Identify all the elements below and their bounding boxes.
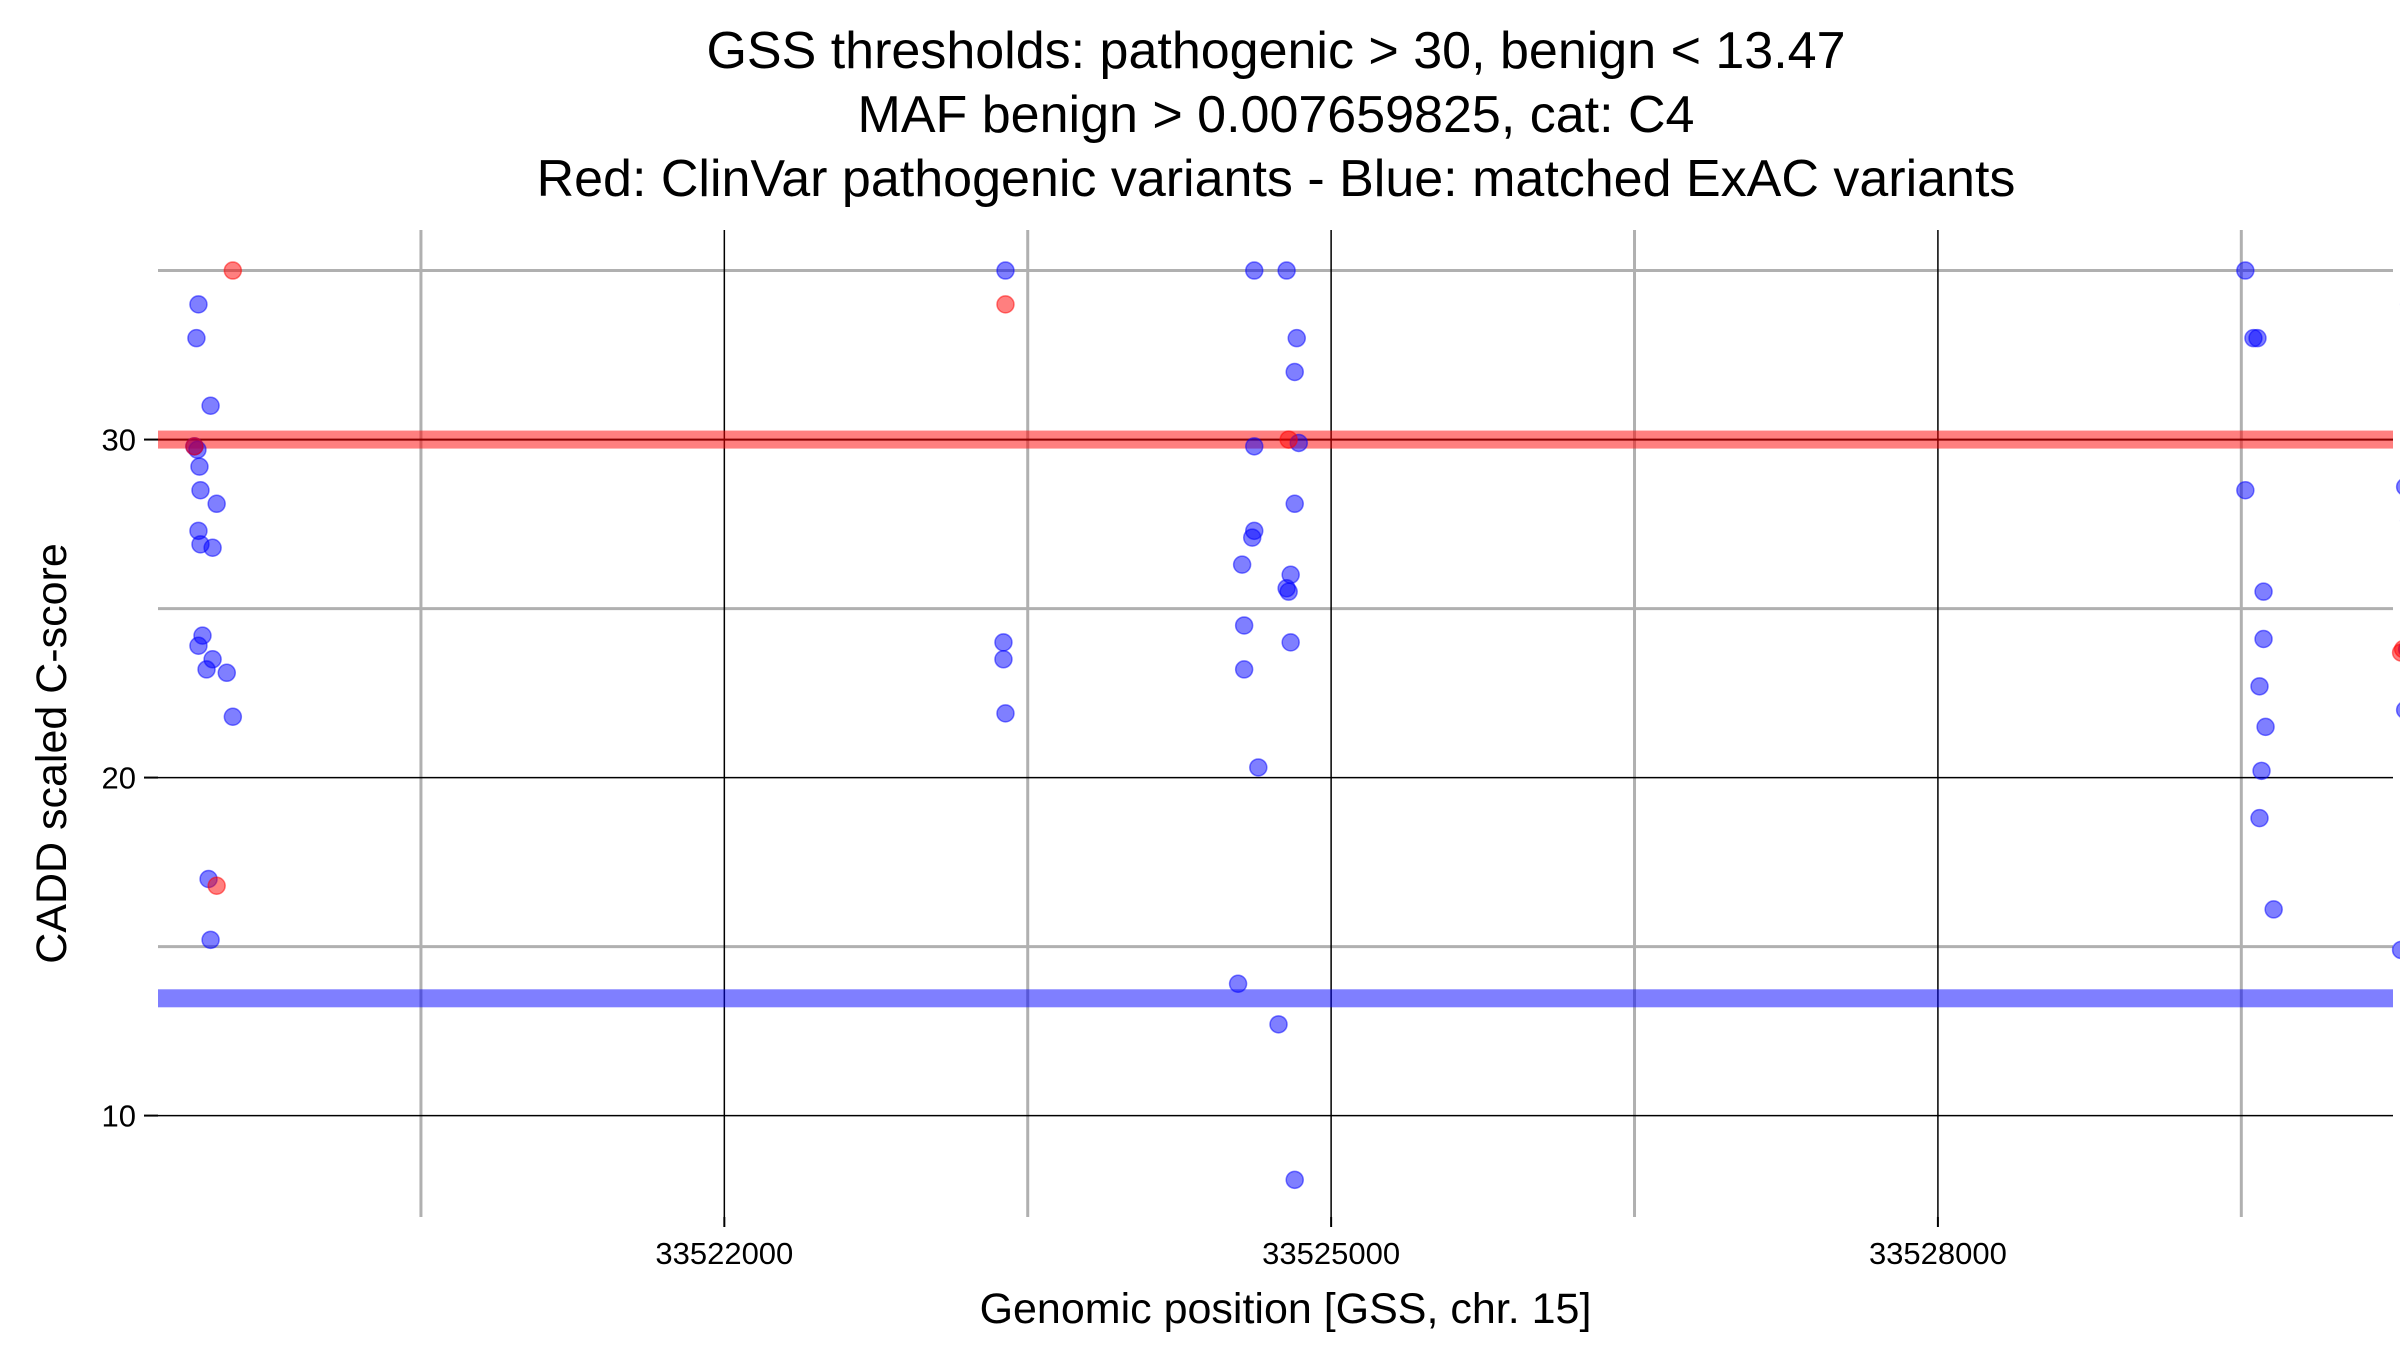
chart-title: GSS thresholds: pathogenic > 30, benign …	[537, 22, 2016, 208]
benign-threshold-band	[158, 989, 2393, 1008]
exac-variant-point	[223, 707, 243, 726]
clinvar-variant-point	[223, 261, 243, 280]
y-tick-label: 20	[102, 761, 136, 796]
exac-variant-point	[190, 457, 209, 476]
exac-variant-point	[2391, 940, 2400, 960]
exac-variant-point	[1281, 633, 1300, 652]
exac-variant-point	[1232, 555, 1252, 574]
exac-variant-point	[2395, 479, 2400, 495]
exac-variant-point	[1234, 616, 1254, 635]
clinvar-variant-point	[996, 295, 1015, 314]
exac-variant-point	[1277, 261, 1296, 280]
exac-variant-point	[217, 663, 237, 683]
data-points	[185, 261, 2400, 1190]
exac-variant-point	[189, 636, 208, 656]
exac-variant-point	[1228, 974, 1248, 994]
exac-variant-point	[2250, 677, 2269, 696]
title-line-2: MAF benign > 0.007659825, cat: C4	[858, 86, 1695, 144]
exac-variant-point	[2395, 702, 2400, 718]
exac-variant-point	[201, 396, 220, 416]
exac-variant-point	[996, 704, 1015, 723]
exac-variant-point	[2248, 328, 2267, 348]
threshold-lines	[158, 430, 2393, 1008]
x-tick-label: 33525000	[1262, 1236, 1400, 1271]
exac-variant-point	[1285, 362, 1304, 382]
x-axis: 33522000 33525000 33528000	[655, 1217, 2007, 1271]
exac-variant-point	[1245, 437, 1264, 456]
exac-variant-point	[2236, 261, 2255, 280]
exac-variant-point	[2256, 717, 2275, 737]
exac-variant-point	[1242, 528, 1262, 547]
y-axis-label: CADD scaled C-score	[28, 543, 76, 964]
exac-variant-point	[2254, 582, 2273, 601]
plot-area	[158, 230, 2400, 1217]
x-tick-label: 33522000	[655, 1236, 793, 1271]
exac-variant-point	[2250, 808, 2269, 828]
clinvar-variant-point	[2391, 643, 2400, 662]
exac-variant-point	[996, 261, 1015, 280]
exac-variant-point	[1245, 261, 1264, 280]
y-axis: 10 20 30	[102, 423, 158, 1134]
exac-variant-point	[994, 633, 1013, 652]
x-axis-label: Genomic position [GSS, chr. 15]	[980, 1285, 1592, 1333]
exac-variant-point	[2252, 761, 2271, 781]
title-line-1: GSS thresholds: pathogenic > 30, benign …	[706, 22, 1845, 80]
exac-variant-point	[2236, 481, 2255, 500]
exac-variant-point	[203, 538, 222, 557]
exac-variant-point	[1234, 660, 1254, 679]
exac-variant-point	[2264, 900, 2283, 919]
exac-variant-point	[2254, 629, 2273, 649]
x-tick-label: 33528000	[1869, 1236, 2007, 1271]
exac-variant-point	[189, 295, 208, 314]
clinvar-variant-point	[185, 437, 204, 456]
exac-variant-point	[197, 660, 216, 679]
clinvar-variant-point	[207, 876, 226, 895]
exac-variant-point	[201, 930, 220, 950]
clinvar-variant-point	[1279, 430, 1298, 449]
minor-gridlines	[158, 230, 2393, 1217]
exac-variant-point	[1285, 1170, 1304, 1190]
exac-variant-point	[187, 328, 206, 348]
exac-variant-point	[191, 481, 210, 500]
y-tick-label: 30	[102, 423, 136, 458]
y-tick-label: 10	[102, 1099, 136, 1134]
exac-variant-point	[1287, 328, 1306, 348]
title-line-3: Red: ClinVar pathogenic variants - Blue:…	[537, 150, 2016, 208]
exac-variant-point	[1285, 494, 1304, 514]
exac-variant-point	[994, 650, 1013, 669]
exac-variant-point	[1269, 1015, 1288, 1034]
exac-variant-point	[1279, 582, 1298, 601]
major-gridlines	[158, 230, 2393, 1217]
exac-variant-point	[207, 494, 226, 514]
exac-variant-point	[1249, 758, 1268, 777]
